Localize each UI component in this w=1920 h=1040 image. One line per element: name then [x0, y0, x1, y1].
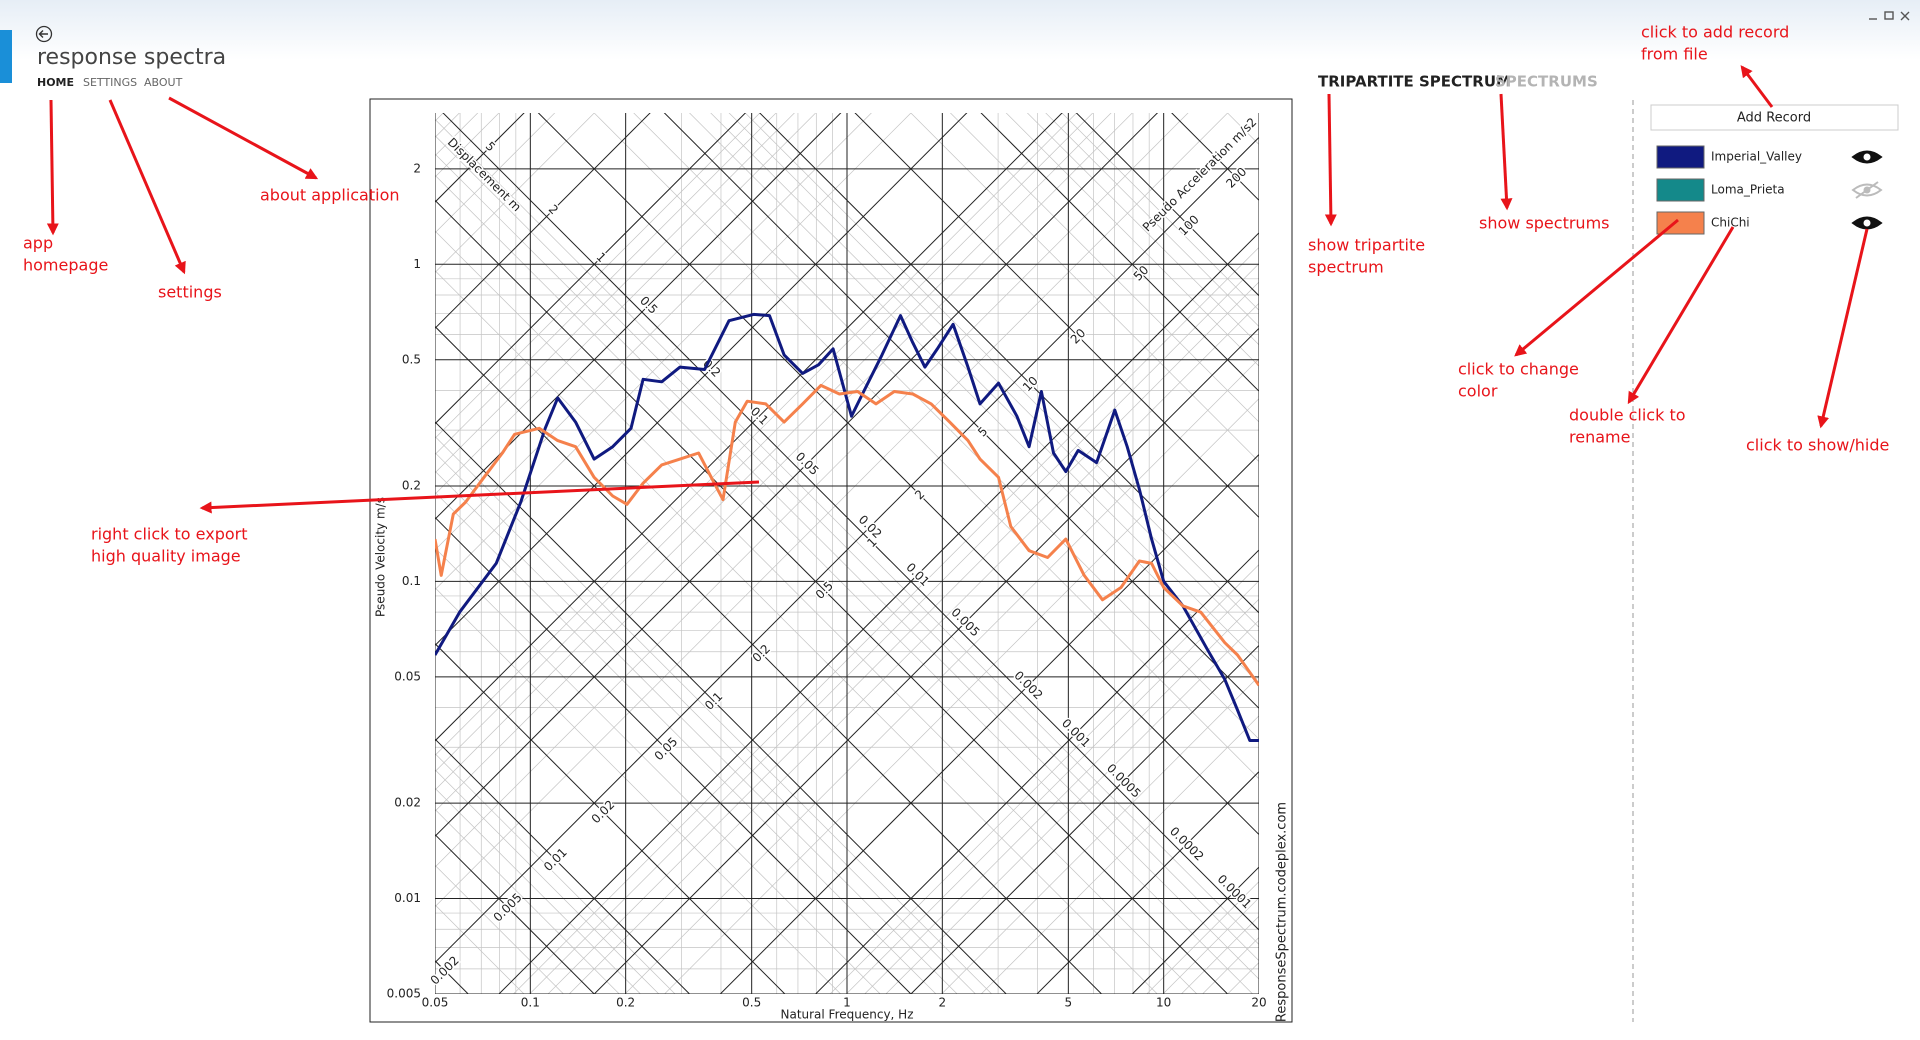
visibility-toggle[interactable] [1851, 216, 1883, 230]
tripartite-chart: 0.05 0.1 0.2 0.5 1 2 5 10 20 0.005 0.01 0.02 0.05 0.1… [118, 113, 1575, 1040]
x-axis-label: Natural Frequency, Hz [780, 1008, 913, 1022]
y-axis-label: Pseudo Velocity m/s [374, 497, 388, 617]
annotation: color [1458, 382, 1498, 401]
back-button[interactable] [35, 25, 53, 43]
record-name[interactable]: Imperial_Valley [1711, 150, 1802, 164]
y-tick-label: 0.5 [402, 352, 421, 366]
x-tick-label: 1 [843, 996, 851, 1010]
visibility-toggle[interactable] [1851, 150, 1883, 164]
annotation: double click to [1569, 406, 1686, 425]
annotation: rename [1569, 428, 1630, 447]
series-line [435, 383, 1259, 687]
y-tick-label: 0.1 [402, 574, 421, 588]
x-tick-label: 10 [1156, 996, 1171, 1010]
record-color-swatch[interactable] [1656, 178, 1705, 202]
x-tick-label: 2 [939, 996, 947, 1010]
visibility-toggle[interactable] [1851, 181, 1883, 199]
nav-home[interactable]: HOME [37, 76, 74, 89]
y-tick-label: 0.02 [394, 796, 421, 810]
annotation: from file [1641, 45, 1708, 64]
y-tick-label: 1 [413, 257, 421, 271]
annotation-arrows [46, 65, 1869, 514]
nav-about[interactable]: ABOUT [144, 76, 183, 89]
nav-settings[interactable]: SETTINGS [83, 76, 137, 89]
tab-tripartite[interactable]: TRIPARTITE SPECTRUM [1318, 73, 1511, 91]
y-tick-label: 0.2 [402, 478, 421, 492]
x-tick-label: 5 [1065, 996, 1073, 1010]
annotation: homepage [23, 256, 108, 275]
annotation: high quality image [91, 547, 241, 566]
annotation: click to show/hide [1746, 436, 1889, 455]
annotation: click to change [1458, 360, 1579, 379]
y-tick-label: 2 [413, 161, 421, 175]
x-tick-label: 20 [1251, 996, 1266, 1010]
x-tick-label: 0.1 [521, 996, 540, 1010]
record-name[interactable]: Loma_Prieta [1711, 183, 1785, 197]
annotation: spectrum [1308, 258, 1384, 277]
annotation: settings [158, 283, 222, 302]
eye-pupil [1863, 219, 1871, 227]
record-list: Imperial_Valley Loma_Prieta ChiChi [1656, 145, 1883, 235]
add-record-label: Add Record [1737, 111, 1811, 126]
accent-bar [0, 30, 12, 83]
close[interactable] [1900, 11, 1910, 21]
restore[interactable] [1884, 11, 1894, 20]
minor-grid-line [118, 1033, 1575, 1040]
record-name[interactable]: ChiChi [1711, 216, 1750, 230]
eye-pupil [1863, 153, 1871, 161]
app-title: response spectra [37, 45, 226, 70]
x-tick-label: 0.2 [616, 996, 635, 1010]
title-bar [0, 0, 1920, 60]
window-controls [1869, 11, 1910, 21]
y-tick-label: 0.05 [394, 669, 421, 683]
annotation: app [23, 234, 53, 253]
annotations: click to add record from file about appl… [23, 23, 1889, 566]
annotation: show spectrums [1479, 214, 1609, 233]
x-tick-label: 0.5 [742, 996, 761, 1010]
series-line [435, 312, 1259, 742]
grid [118, 113, 1575, 1040]
annotation: right click to export [91, 525, 248, 544]
watermark: ResponseSpectrum.codeplex.com [1275, 802, 1290, 1022]
y-tick-label: 0.01 [394, 891, 421, 905]
add-record-button[interactable] [1650, 104, 1899, 131]
tab-spectrums[interactable]: SPECTRUMS [1495, 73, 1598, 91]
y-tick-label: 0.005 [387, 987, 421, 1001]
x-tick-label: 0.05 [422, 996, 449, 1010]
annotation: about application [260, 186, 400, 205]
eye-slash [1855, 181, 1879, 199]
annotation: click to add record [1641, 23, 1789, 42]
record-color-swatch[interactable] [1656, 145, 1705, 169]
annotation: show tripartite [1308, 236, 1425, 255]
